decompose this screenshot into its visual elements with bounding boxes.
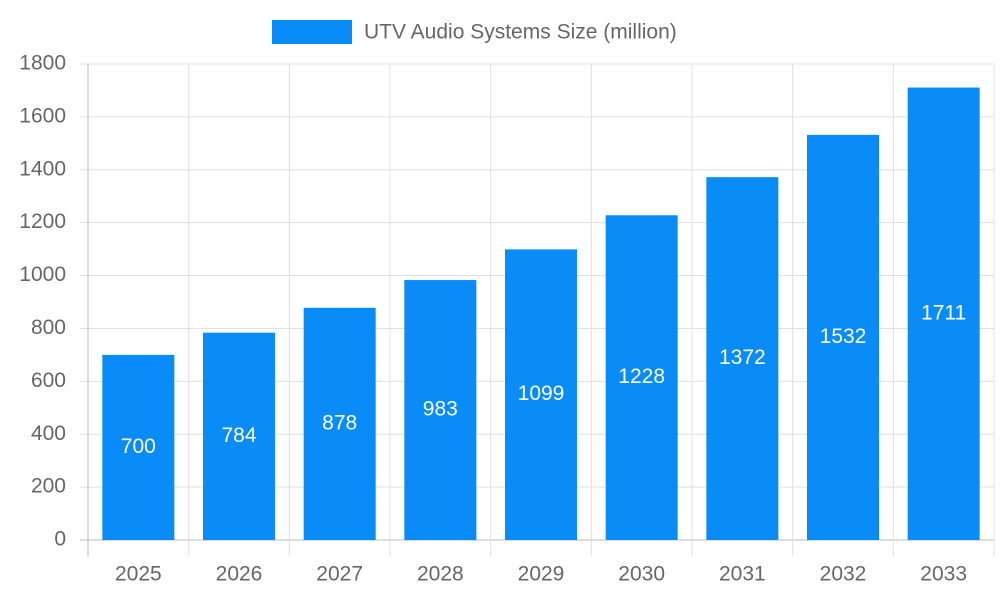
- y-tick-label: 1800: [19, 52, 66, 75]
- legend-label: UTV Audio Systems Size (million): [364, 21, 677, 44]
- bar: [404, 280, 477, 540]
- x-tick-label: 2033: [920, 563, 967, 586]
- y-tick-label: 1400: [19, 157, 66, 180]
- marks: 700 784 878 983 1099 1228 1372 1532 1711: [102, 87, 980, 541]
- y-tick-label: 0: [54, 528, 66, 551]
- value-label: 1532: [820, 325, 867, 348]
- value-label: 700: [121, 435, 156, 458]
- grid: 0 200 400 600 800 1000 1200 1400 1600 1800: [19, 52, 995, 556]
- value-label: 1099: [518, 382, 565, 405]
- y-tick-label: 200: [31, 475, 66, 498]
- x-tick-label: 2029: [518, 563, 565, 586]
- x-tick-label: 2028: [417, 563, 464, 586]
- bar: [907, 87, 980, 540]
- x-tick-label: 2027: [316, 563, 363, 586]
- bar: [807, 134, 879, 541]
- bar: [102, 354, 175, 540]
- y-tick-label: 400: [31, 422, 66, 445]
- y-tick-label: 600: [31, 369, 66, 392]
- x-tick-label: 2031: [719, 563, 766, 586]
- bar: [303, 307, 376, 540]
- y-tick-label: 1000: [19, 263, 66, 286]
- x-tick-label: 2030: [618, 563, 665, 586]
- y-tick-label: 1600: [19, 104, 66, 127]
- value-label: 1228: [618, 365, 665, 388]
- value-label: 983: [423, 398, 458, 421]
- value-label: 1711: [921, 301, 966, 324]
- value-label: 1372: [719, 346, 766, 369]
- y-tick-label: 800: [31, 316, 66, 339]
- x-tick-label: 2032: [820, 563, 867, 586]
- bar: [605, 215, 678, 541]
- value-label: 784: [221, 424, 256, 447]
- x-tick-label: 2026: [216, 563, 263, 586]
- bar: [706, 177, 779, 540]
- legend-swatch: [272, 20, 352, 44]
- y-tick-label: 1200: [19, 210, 66, 233]
- bar: [505, 249, 577, 540]
- value-label: 878: [322, 411, 357, 434]
- bar: [203, 332, 275, 540]
- x-tick-label: 2025: [115, 563, 162, 586]
